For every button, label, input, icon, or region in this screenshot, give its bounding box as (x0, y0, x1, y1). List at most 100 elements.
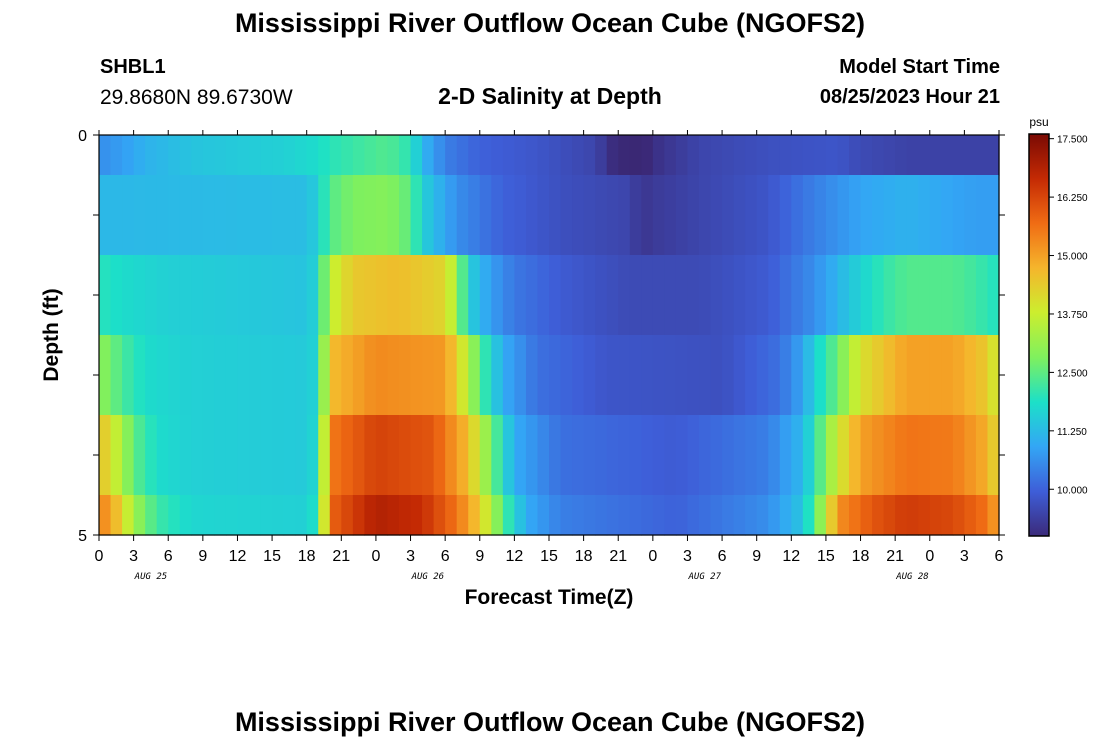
heatmap-cell (306, 175, 319, 256)
heatmap-cell (156, 415, 169, 496)
heatmap-cell (537, 495, 550, 536)
heatmap-cell (722, 335, 735, 416)
heatmap-cell (849, 255, 862, 336)
heatmap-cell (329, 135, 342, 176)
heatmap-cell (745, 415, 758, 496)
heatmap-cell (249, 255, 262, 336)
heatmap-cell (664, 495, 677, 536)
heatmap-cell (756, 135, 769, 176)
heatmap-cell (837, 135, 850, 176)
chart-subtitle: 2-D Salinity at Depth (438, 83, 662, 109)
heatmap-cell (514, 335, 527, 416)
heatmap-row (99, 135, 1000, 176)
heatmap-cell (756, 175, 769, 256)
heatmap-cell (918, 175, 931, 256)
heatmap-cell (618, 135, 631, 176)
heatmap-cell (952, 415, 965, 496)
heatmap-cell (525, 495, 539, 536)
heatmap-cell (272, 255, 285, 336)
heatmap-cell (422, 255, 435, 336)
heatmap-row (99, 335, 1000, 416)
x-tick-label: 18 (575, 548, 593, 565)
heatmap-cell (860, 495, 873, 536)
heatmap-cell (733, 255, 746, 336)
heatmap-cell (583, 135, 596, 176)
heatmap-cell (99, 255, 112, 336)
heatmap-cell (583, 175, 596, 256)
heatmap-cell (318, 335, 331, 416)
heatmap-cell (260, 135, 273, 176)
heatmap-cell (329, 175, 342, 256)
heatmap-cell (687, 415, 700, 496)
heatmap-cell (318, 175, 331, 256)
heatmap-cell (606, 415, 619, 496)
colorbar-tick-label: 10.000 (1057, 485, 1088, 496)
heatmap-cell (837, 495, 850, 536)
heatmap-cell (929, 135, 942, 176)
heatmap-cell (410, 175, 423, 256)
heatmap-cell (479, 255, 492, 336)
heatmap-cell (906, 495, 919, 536)
heatmap-cell (549, 335, 562, 416)
heatmap-cell (641, 175, 654, 256)
heatmap-cell (652, 135, 665, 176)
heatmap-cell (491, 495, 504, 536)
heatmap-cell (237, 255, 250, 336)
heatmap-cell (895, 135, 908, 176)
salinity-heatmap-chart: 0 3 6 9 12 15 18 21 0 3 6 9 12 15 18 21 0 3 6 9 12 15 18 21 0 3 6 A… (40, 115, 1088, 609)
heatmap-cell (572, 495, 585, 536)
heatmap-cell (156, 495, 169, 536)
heatmap-cell (352, 335, 365, 416)
heatmap-cell (929, 255, 942, 336)
colorbar-legend: psu 17.500 16.250 15.000 13.750 12.500 11.250… (1028, 115, 1088, 537)
heatmap-cell (722, 415, 735, 496)
heatmap-row (99, 255, 1000, 336)
heatmap-cells (99, 135, 1000, 536)
heatmap-cell (364, 415, 377, 496)
heatmap-cell (318, 255, 331, 336)
heatmap-cell (779, 135, 792, 176)
heatmap-cell (675, 335, 689, 416)
heatmap-cell (272, 415, 285, 496)
heatmap-cell (652, 495, 665, 536)
heatmap-cell (456, 135, 469, 176)
heatmap-cell (722, 255, 735, 336)
heatmap-cell (249, 495, 262, 536)
heatmap-cell (525, 255, 539, 336)
x-tick-label: 6 (718, 548, 727, 565)
heatmap-cell (133, 255, 146, 336)
heatmap-cell (237, 495, 250, 536)
heatmap-cell (352, 255, 365, 336)
heatmap-cell (652, 415, 665, 496)
heatmap-cell (733, 335, 746, 416)
heatmap-cell (652, 255, 665, 336)
heatmap-cell (225, 255, 239, 336)
heatmap-cell (929, 335, 942, 416)
heatmap-cell (364, 335, 377, 416)
heatmap-cell (295, 255, 308, 336)
heatmap-cell (329, 495, 342, 536)
heatmap-cell (872, 135, 885, 176)
heatmap-cell (549, 255, 562, 336)
heatmap-cell (641, 415, 654, 496)
heatmap-cell (779, 255, 792, 336)
heatmap-cell (756, 415, 769, 496)
heatmap-cell (456, 495, 469, 536)
heatmap-cell (525, 415, 539, 496)
heatmap-cell (710, 135, 723, 176)
x-tick-label: 15 (817, 548, 835, 565)
heatmap-cell (122, 175, 135, 256)
heatmap-cell (260, 495, 273, 536)
heatmap-cell (295, 415, 308, 496)
heatmap-cell (295, 335, 308, 416)
heatmap-cell (122, 135, 135, 176)
heatmap-row (99, 415, 1000, 496)
heatmap-cell (145, 255, 158, 336)
heatmap-cell (722, 495, 735, 536)
heatmap-cell (987, 335, 1000, 416)
heatmap-cell (225, 135, 239, 176)
heatmap-cell (675, 495, 689, 536)
heatmap-cell (341, 135, 354, 176)
x-tick-label: 3 (406, 548, 415, 565)
heatmap-cell (860, 175, 873, 256)
